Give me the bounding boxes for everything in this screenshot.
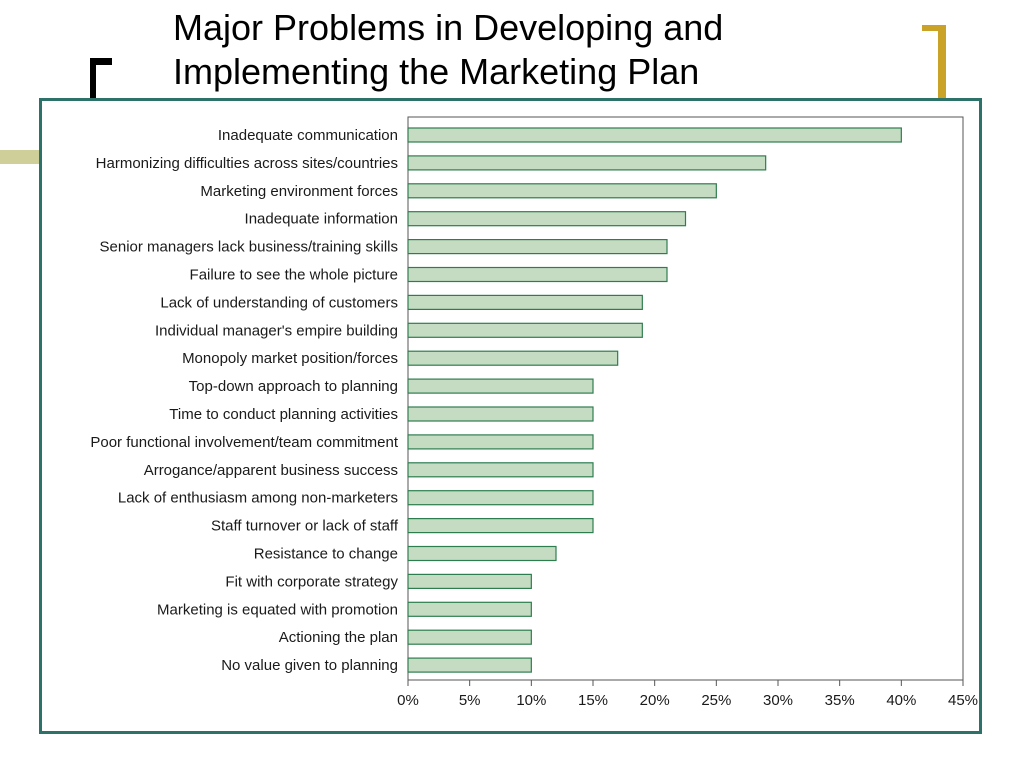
category-label: Lack of enthusiasm among non-marketers [118, 490, 398, 507]
right-bracket-decoration [922, 25, 946, 101]
x-tick-label: 15% [578, 692, 608, 709]
x-tick-label: 40% [886, 692, 916, 709]
x-tick-label: 35% [825, 692, 855, 709]
category-label: Failure to see the whole picture [190, 267, 398, 284]
x-tick-label: 10% [516, 692, 546, 709]
slide-title-line-1: Major Problems in Developing and [173, 7, 724, 48]
bar [407, 239, 668, 255]
category-label: Individual manager's empire building [155, 322, 398, 339]
category-label: Lack of understanding of customers [160, 294, 398, 311]
category-label: Resistance to change [254, 546, 398, 563]
category-label: No value given to planning [221, 657, 398, 674]
bar [407, 601, 532, 617]
category-label: Senior managers lack business/training s… [100, 239, 398, 256]
x-tick-label: 20% [640, 692, 670, 709]
x-tick-label: 30% [763, 692, 793, 709]
x-tick-label: 45% [948, 692, 978, 709]
bar [407, 490, 594, 506]
category-label: Inadequate communication [218, 127, 398, 144]
bar [407, 155, 767, 171]
accent-bar-decoration [0, 150, 40, 164]
bar [407, 434, 594, 450]
bar [407, 322, 643, 338]
category-label: Top-down approach to planning [189, 378, 398, 395]
category-label: Staff turnover or lack of staff [211, 518, 399, 535]
x-tick-label: 5% [459, 692, 481, 709]
category-label: Time to conduct planning activities [169, 406, 398, 423]
bar [407, 406, 594, 422]
bar [407, 211, 687, 227]
category-label: Inadequate information [245, 211, 398, 228]
bar [407, 266, 668, 283]
bar [407, 657, 532, 673]
chart-frame: Inadequate communication Harmonizing diff… [39, 98, 982, 734]
slide-title: Major Problems in Developing and Impleme… [173, 6, 723, 94]
bar [407, 378, 594, 394]
bar-chart: Inadequate communication Harmonizing diff… [90, 116, 978, 709]
category-label: Poor functional involvement/team commitm… [90, 434, 398, 451]
plot-area-border [407, 116, 964, 681]
bar [407, 518, 594, 534]
bar [407, 629, 532, 645]
category-label: Marketing is equated with promotion [157, 601, 398, 618]
bar [407, 183, 717, 199]
left-bracket-decoration [90, 58, 112, 102]
category-label: Monopoly market position/forces [182, 350, 398, 367]
category-label: Fit with corporate strategy [225, 573, 398, 590]
category-label: Actioning the plan [279, 629, 398, 646]
bar [407, 462, 594, 478]
slide-title-line-2: Implementing the Marketing Plan [173, 51, 700, 92]
x-tick-label: 0% [397, 692, 419, 709]
bar [407, 350, 619, 366]
bar [407, 127, 902, 143]
category-label: Harmonizing difficulties across sites/co… [96, 155, 398, 172]
category-label: Arrogance/apparent business success [144, 462, 398, 479]
bar [407, 545, 557, 562]
bar [407, 573, 532, 589]
bar [407, 294, 643, 310]
category-label: Marketing environment forces [200, 183, 398, 200]
x-tick-label: 25% [701, 692, 731, 709]
